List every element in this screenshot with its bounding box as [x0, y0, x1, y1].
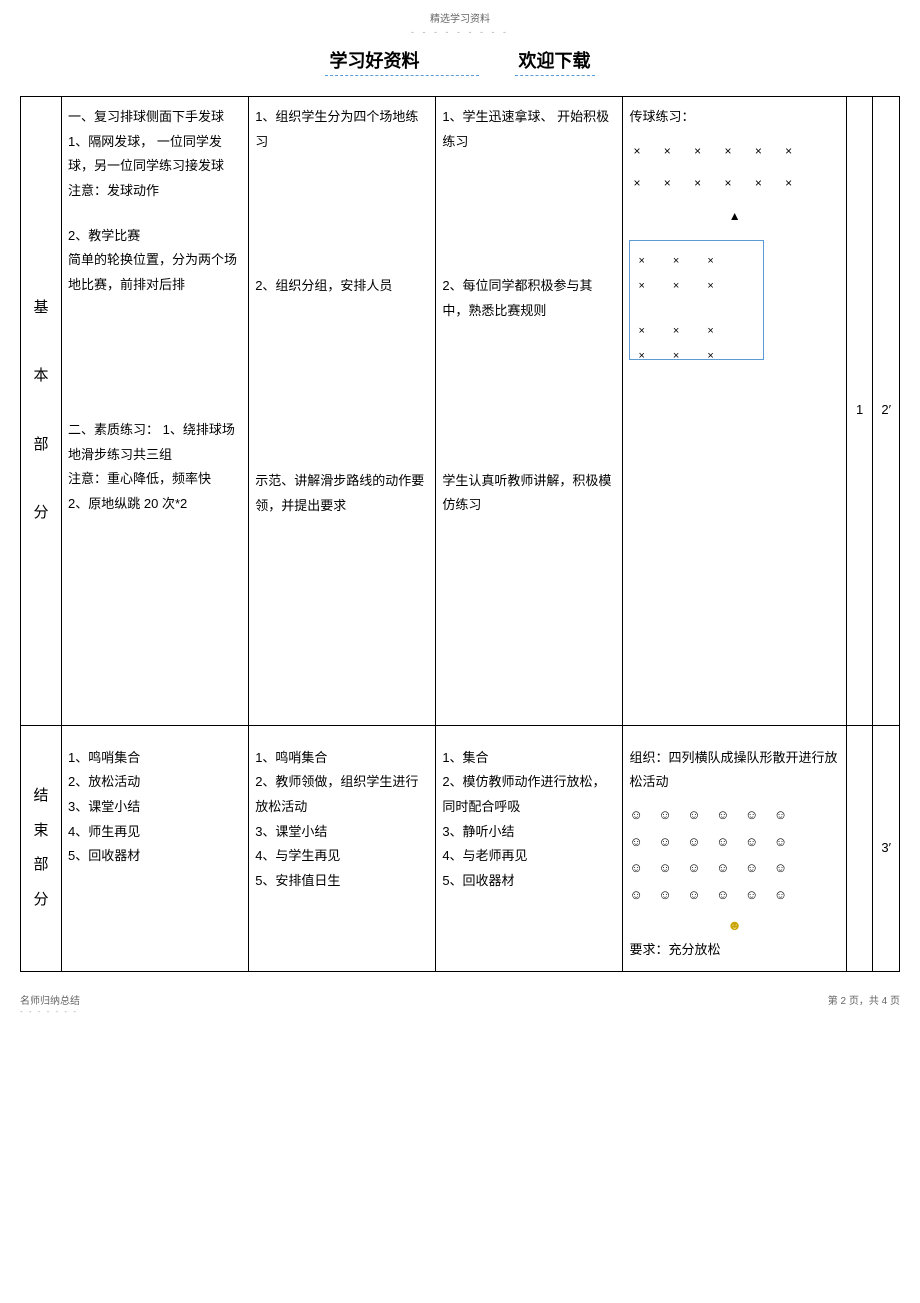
content-block2-item2: 2、原地纵跳 20 次*2: [68, 492, 242, 517]
end-student-cell: 1、集合 2、模仿教师动作进行放松，同时配合呼吸 3、静听小结 4、与老师再见 …: [436, 725, 623, 971]
footer-left: 名师归纳总结: [20, 992, 80, 1007]
diagram-title: 传球练习：: [629, 105, 839, 130]
x-row-2: × × × × × ×: [633, 172, 839, 195]
header-dots: - - - - - - - - -: [20, 27, 900, 37]
page-footer: 名师归纳总结 - - - - - - - 第 2 页，共 4 页: [20, 992, 900, 1016]
content-block1-item2-desc: 简单的轮换位置，分为两个场地比赛，前排对后排: [68, 248, 242, 297]
content-block1-item1: 1、隔网发球， 一位同学发球，另一位同学练习接发球: [68, 130, 242, 179]
smiley-row-2: ☺ ☺ ☺ ☺ ☺ ☺: [629, 830, 839, 855]
title-right: 欢迎下载: [515, 47, 595, 76]
title-left: 学习好资料: [325, 47, 479, 76]
table-row: 基 本 部 分 一、复习排球侧面下手发球 1、隔网发球， 一位同学发球，另一位同…: [21, 97, 900, 726]
end-student-4: 4、与老师再见: [442, 844, 616, 869]
formation-diagram: × × × × × × × × × × × × ▲ ××× ××× ××× ××…: [629, 140, 839, 360]
student-item3: 学生认真听教师讲解，积极模仿练习: [442, 469, 616, 518]
end-content-2: 2、放松活动: [68, 770, 242, 795]
end-student-5: 5、回收器材: [442, 869, 616, 894]
page-top-header: 精选学习资料: [20, 10, 900, 25]
end-teacher-1: 1、鸣哨集合: [255, 746, 429, 771]
end-teacher-3: 3、课堂小结: [255, 820, 429, 845]
end-teacher-2: 2、教师领做，组织学生进行放松活动: [255, 770, 429, 819]
table-row: 结 束 部 分 1、鸣哨集合 2、放松活动 3、课堂小结 4、师生再见 5、回收…: [21, 725, 900, 971]
count-cell: 1: [846, 97, 873, 726]
content-block2-title: 二、素质练习： 1、绕排球场地滑步练习共三组: [68, 418, 242, 467]
end-teacher-cell: 1、鸣哨集合 2、教师领做，组织学生进行放松活动 3、课堂小结 4、与学生再见 …: [249, 725, 436, 971]
end-content-1: 1、鸣哨集合: [68, 746, 242, 771]
section-label-main: 基 本 部 分: [21, 97, 62, 726]
end-diagram-cell: 组织：四列横队成操队形散开进行放松活动 ☺ ☺ ☺ ☺ ☺ ☺ ☺ ☺ ☺ ☺ …: [623, 725, 846, 971]
section-label-end: 结 束 部 分: [21, 725, 62, 971]
content-block1-item2: 2、教学比赛: [68, 224, 242, 249]
requirement-label: 要求：充分放松: [629, 938, 839, 963]
content-cell: 一、复习排球侧面下手发球 1、隔网发球， 一位同学发球，另一位同学练习接发球 注…: [62, 97, 249, 726]
title-row: 学习好资料 欢迎下载: [20, 47, 900, 76]
end-time-cell: 3′: [873, 725, 900, 971]
content-block2-note: 注意：重心降低，频率快: [68, 467, 242, 492]
teacher-item2: 2、组织分组，安排人员: [255, 274, 429, 299]
content-block1-note: 注意：发球动作: [68, 179, 242, 204]
time-cell: 2′: [873, 97, 900, 726]
end-student-2: 2、模仿教师动作进行放松，同时配合呼吸: [442, 770, 616, 819]
smiley-teacher-icon: ☻: [629, 912, 839, 939]
end-content-3: 3、课堂小结: [68, 795, 242, 820]
triangle-icon: ▲: [629, 205, 839, 228]
end-teacher-5: 5、安排值日生: [255, 869, 429, 894]
smiley-row-1: ☺ ☺ ☺ ☺ ☺ ☺: [629, 803, 839, 828]
teacher-item3: 示范、讲解滑步路线的动作要领，并提出要求: [255, 469, 429, 518]
end-teacher-4: 4、与学生再见: [255, 844, 429, 869]
end-content-4: 4、师生再见: [68, 820, 242, 845]
x-row-1: × × × × × ×: [633, 140, 839, 163]
footer-page-number: 第 2 页，共 4 页: [828, 992, 900, 1016]
end-student-1: 1、集合: [442, 746, 616, 771]
student-item2: 2、每位同学都积极参与其中，熟悉比赛规则: [442, 274, 616, 323]
end-count-cell: [846, 725, 873, 971]
diagram-cell: 传球练习： × × × × × × × × × × × × ▲ ××× ××× …: [623, 97, 846, 726]
end-content-5: 5、回收器材: [68, 844, 242, 869]
content-block1-title: 一、复习排球侧面下手发球: [68, 105, 242, 130]
student-item1: 1、学生迅速拿球、 开始积极练习: [442, 105, 616, 154]
end-content-cell: 1、鸣哨集合 2、放松活动 3、课堂小结 4、师生再见 5、回收器材: [62, 725, 249, 971]
smiley-row-4: ☺ ☺ ☺ ☺ ☺ ☺: [629, 883, 839, 908]
court-diagram: ××× ××× ××× ×××: [629, 240, 764, 360]
teacher-item1: 1、组织学生分为四个场地练习: [255, 105, 429, 154]
smiley-row-3: ☺ ☺ ☺ ☺ ☺ ☺: [629, 856, 839, 881]
teacher-cell: 1、组织学生分为四个场地练习 2、组织分组，安排人员 示范、讲解滑步路线的动作要…: [249, 97, 436, 726]
footer-dots: - - - - - - -: [20, 1007, 80, 1016]
end-student-3: 3、静听小结: [442, 820, 616, 845]
student-cell: 1、学生迅速拿球、 开始积极练习 2、每位同学都积极参与其中，熟悉比赛规则 学生…: [436, 97, 623, 726]
org-label: 组织：四列横队成操队形散开进行放松活动: [629, 746, 839, 795]
lesson-plan-table: 基 本 部 分 一、复习排球侧面下手发球 1、隔网发球， 一位同学发球，另一位同…: [20, 96, 900, 972]
